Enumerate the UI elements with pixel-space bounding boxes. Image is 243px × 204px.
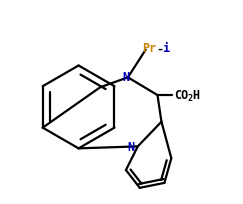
Text: N: N — [122, 71, 130, 83]
Text: -: - — [156, 42, 164, 55]
Text: 2: 2 — [187, 93, 192, 102]
Text: i: i — [162, 42, 170, 55]
Text: N: N — [127, 140, 134, 153]
Text: Pr: Pr — [142, 42, 156, 55]
Text: CO: CO — [174, 88, 189, 101]
Text: H: H — [192, 88, 199, 101]
